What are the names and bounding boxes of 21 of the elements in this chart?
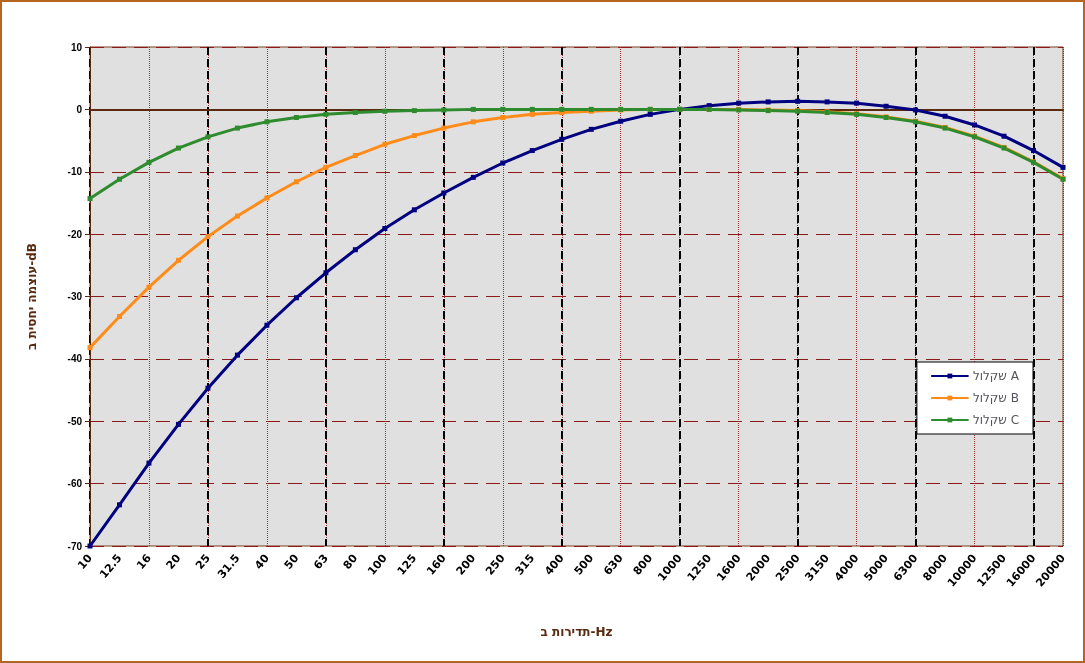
x-tick-label: 80 [340,551,361,572]
x-tick-label: 25 [193,551,213,572]
legend-label: שקלול C [972,413,1020,427]
y-tick-label: 0 [76,103,83,115]
legend-label: שקלול B [972,391,1019,405]
x-tick-label: 63 [311,551,331,572]
y-tick-label: -40 [67,353,83,365]
y-tick-label: 10 [70,41,83,53]
y-tick-label: -20 [67,228,83,240]
legend-label: שקלול A [972,369,1020,383]
x-tick-label: 16 [134,551,155,572]
x-tick-label: 50 [281,551,302,572]
y-tick-label: -50 [67,415,83,427]
y-tick-label: -70 [67,540,83,552]
y-tick-label: -30 [67,291,83,302]
y-tick-label: -10 [67,166,83,178]
y-axis-title: עוצמה יחסית ב-dB [25,243,39,350]
x-tick-label: 40 [252,551,273,572]
x-tick-label: 20 [163,551,184,572]
x-axis-title: תדירות ב-Hz [540,625,613,639]
y-tick-label: -60 [67,478,83,490]
